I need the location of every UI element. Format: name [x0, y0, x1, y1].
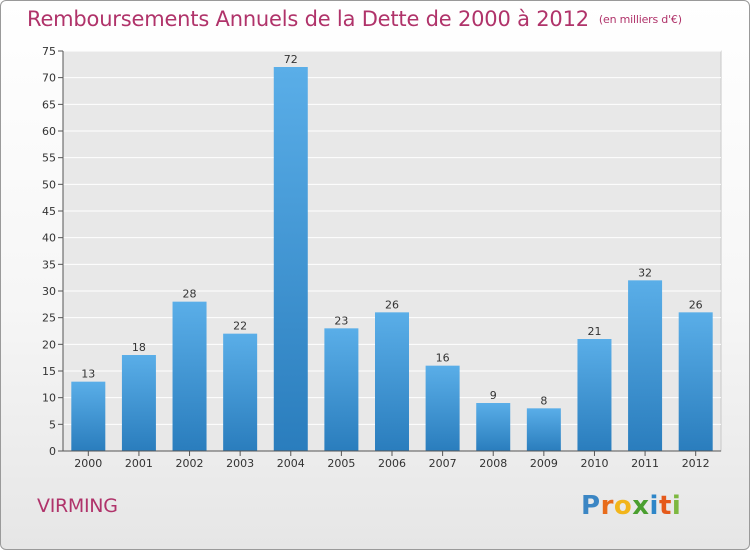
x-tick-label-2010: 2010	[580, 457, 608, 470]
y-tick-label: 5	[49, 418, 56, 431]
bars: 13 18 28 22 72 23 26 16 9 8 21 32 26	[71, 53, 713, 451]
y-tick-label: 55	[42, 152, 56, 165]
y-tick-label: 40	[42, 232, 56, 245]
chart-title-text: Remboursements Annuels de la Dette de 20…	[27, 7, 589, 31]
bar-2000	[71, 381, 106, 451]
x-axis: 2000 2001 2002 2003 2004 2005 2006 2007 2008 2009…	[63, 450, 721, 470]
bar-2007	[425, 365, 460, 451]
data-label-2001: 18	[132, 341, 146, 354]
bar-2009	[526, 408, 561, 451]
data-label-2010: 21	[587, 325, 601, 338]
x-tick-label-2007: 2007	[429, 457, 457, 470]
x-tick-label-2003: 2003	[226, 457, 254, 470]
bar-2006	[375, 312, 409, 451]
chart-unit: (en milliers d'€)	[598, 13, 682, 26]
bar-2004	[273, 67, 308, 451]
data-label-2009: 8	[540, 394, 547, 407]
x-tick-label-2000: 2000	[74, 457, 102, 470]
bar-2003	[223, 333, 258, 451]
y-tick-label: 20	[42, 338, 56, 351]
data-label-2002: 28	[183, 288, 197, 301]
y-tick-label: 25	[42, 312, 56, 325]
x-tick-label-2008: 2008	[479, 457, 507, 470]
data-label-2012: 26	[689, 298, 703, 311]
y-tick-label: 35	[42, 258, 56, 271]
x-tick-label-2004: 2004	[277, 457, 305, 470]
y-tick-label: 15	[42, 365, 56, 378]
x-tick-label-2002: 2002	[176, 457, 204, 470]
x-tick-label-2009: 2009	[530, 457, 558, 470]
y-tick-label: 30	[42, 285, 56, 298]
data-label-2011: 32	[638, 266, 652, 279]
data-label-2004: 72	[284, 53, 298, 66]
y-axis: 0 5 10 15 20 25 30 35 40 45 50 55 60 65 70 75	[42, 45, 64, 458]
y-tick-label: 45	[42, 205, 56, 218]
bar-2012	[678, 312, 713, 451]
x-tick-label-2011: 2011	[631, 457, 659, 470]
y-tick-label: 10	[42, 392, 56, 405]
y-tick-label: 50	[42, 178, 56, 191]
x-tick-label-2001: 2001	[125, 457, 153, 470]
bar-2008	[476, 403, 511, 451]
data-label-2007: 16	[436, 352, 450, 365]
data-label-2005: 23	[334, 314, 348, 327]
bar-2010	[577, 339, 612, 451]
y-tick-label: 65	[42, 98, 56, 111]
y-tick-label: 0	[49, 445, 56, 458]
bar-2001	[121, 355, 156, 451]
chart-title: Remboursements Annuels de la Dette de 20…	[27, 7, 682, 31]
x-tick-label-2012: 2012	[682, 457, 710, 470]
x-tick-label-2006: 2006	[378, 457, 406, 470]
data-label-2008: 9	[490, 389, 497, 402]
proxiti-logo[interactable]: Proxiti	[581, 491, 682, 521]
x-tick-label-2005: 2005	[327, 457, 355, 470]
data-label-2006: 26	[385, 298, 399, 311]
data-label-2003: 22	[233, 320, 247, 333]
bar-2002	[172, 301, 207, 451]
commune-name: VIRMING	[37, 495, 118, 517]
y-tick-label: 60	[42, 125, 56, 138]
y-tick-label: 70	[42, 72, 56, 85]
y-tick-label: 75	[42, 45, 56, 58]
data-label-2000: 13	[81, 368, 95, 381]
bar-2005	[324, 328, 359, 451]
bar-2011	[628, 280, 663, 451]
